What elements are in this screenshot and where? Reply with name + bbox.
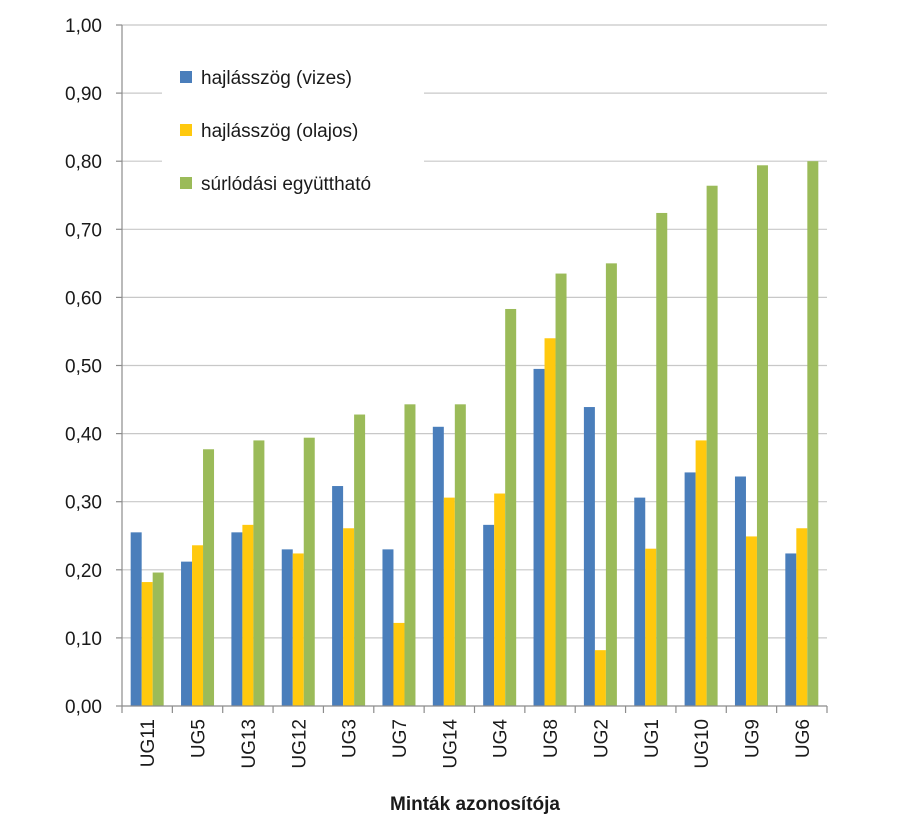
bar [152, 572, 164, 706]
bar [533, 368, 545, 706]
bar [393, 622, 405, 706]
bar [594, 650, 606, 706]
y-tick-label: 0,50 [65, 357, 102, 378]
bar [796, 528, 808, 706]
bar [645, 548, 657, 706]
x-axis-title: Minták azonosítója [390, 794, 560, 815]
y-tick-label: 0,30 [65, 493, 102, 514]
x-tick-label: UG8 [541, 719, 562, 758]
x-tick-label: UG9 [742, 719, 763, 758]
bar [203, 449, 215, 706]
bar [343, 528, 355, 706]
x-tick-label: UG6 [793, 719, 814, 758]
bar [745, 536, 757, 706]
x-tick-label: UG7 [390, 719, 411, 758]
bar [656, 212, 668, 706]
bar [634, 497, 646, 706]
x-tick-label: UG12 [289, 719, 310, 769]
y-tick-label: 0,70 [65, 220, 102, 241]
legend-swatch [180, 177, 192, 189]
bar [756, 165, 768, 706]
y-tick-label: 0,80 [65, 152, 102, 173]
bar [605, 263, 617, 706]
bar [454, 404, 466, 706]
bar [292, 553, 304, 706]
bar [483, 524, 495, 706]
bar [130, 532, 142, 706]
bar [281, 549, 293, 706]
bar [706, 185, 718, 706]
legend-label: súrlódási együttható [201, 174, 371, 195]
x-tick-label: UG1 [642, 719, 663, 758]
bar [505, 308, 517, 706]
bar [544, 338, 556, 706]
x-tick-label: UG5 [189, 719, 210, 758]
bar [583, 407, 595, 706]
bar [494, 493, 506, 706]
bar [684, 472, 696, 706]
x-tick-label: UG10 [692, 719, 713, 769]
bar [443, 497, 455, 706]
y-tick-label: 1,00 [65, 16, 102, 37]
x-tick-labels: UG11 UG5 UG13 UG12 UG3 UG7 UG14 UG4 UG8 UG2 UG1 UG1… [138, 719, 814, 769]
x-tick-label: UG3 [340, 719, 361, 758]
bar [432, 426, 444, 706]
bar [253, 440, 265, 706]
bar [404, 404, 416, 706]
legend-label: hajlásszög (olajos) [201, 121, 358, 142]
bar [555, 273, 567, 706]
legend: hajlásszög (vizes) hajlásszög (olajos) súr… [162, 45, 424, 210]
bar [332, 486, 344, 706]
legend-background [162, 45, 424, 210]
y-tick-label: 0,20 [65, 561, 102, 582]
bar [695, 440, 707, 706]
bars [130, 161, 819, 706]
axes [116, 24, 828, 713]
y-tick-labels: 0,00 0,10 0,20 0,30 0,40 0,50 0,60 0,70 0,80 0,90… [65, 16, 102, 718]
bar [242, 524, 254, 706]
legend-swatch [180, 124, 192, 136]
x-tick-label: UG14 [440, 719, 461, 769]
bar [231, 532, 243, 706]
bar [192, 545, 204, 706]
bar [382, 549, 394, 706]
legend-swatch [180, 71, 192, 83]
y-tick-label: 0,90 [65, 84, 102, 105]
bar [141, 582, 153, 706]
bar [354, 414, 366, 706]
x-tick-label: UG2 [591, 719, 612, 758]
y-tick-label: 0,00 [65, 697, 102, 718]
bar [303, 437, 315, 706]
y-tick-label: 0,10 [65, 629, 102, 650]
bar [785, 553, 797, 706]
x-tick-label: UG4 [491, 719, 512, 759]
legend-label: hajlásszög (vizes) [201, 68, 352, 89]
y-tick-label: 0,40 [65, 425, 102, 446]
x-tick-label: UG13 [239, 719, 260, 769]
x-tick-label: UG11 [138, 719, 159, 767]
y-tick-label: 0,60 [65, 288, 102, 309]
bar [734, 476, 746, 706]
bar [181, 561, 193, 706]
bar [807, 161, 819, 706]
